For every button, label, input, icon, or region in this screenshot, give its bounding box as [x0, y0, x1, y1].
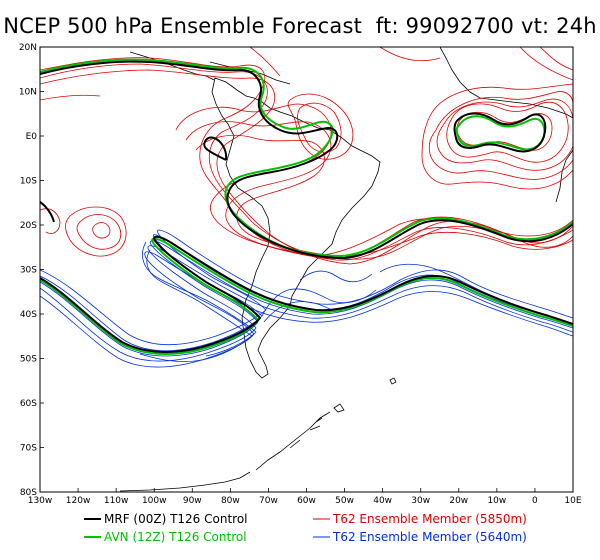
lat-label: 20N	[19, 43, 37, 53]
red-contour	[519, 47, 573, 81]
mrf-control-contours	[40, 60, 573, 353]
lat-label: E0	[26, 132, 38, 142]
longitude-ticks: 130w 120w 110w 100w 90w 80w 70w 60w 50w 40w 30w 20w…	[28, 488, 582, 506]
mrf-west-contour	[40, 201, 55, 223]
latitude-ticks: 20N 10N E0 10S 20S 30S 40S 50S 60S 70S 80S	[19, 43, 44, 498]
blue-contour	[299, 270, 373, 283]
red-contour	[428, 91, 573, 180]
red-contour	[40, 63, 573, 259]
lat-label: 10N	[19, 88, 37, 98]
mrf-5850-contour	[40, 60, 573, 260]
lon-label: 70w	[259, 496, 278, 506]
mrf-5640-contour	[40, 235, 573, 353]
lon-label: 10E	[564, 496, 581, 506]
red-contour	[379, 47, 441, 62]
lat-label: 40S	[20, 310, 37, 320]
lon-label: 0	[532, 496, 538, 506]
red-contour	[297, 102, 342, 153]
legend-label-mrf: MRF (00Z) T126 Control	[104, 512, 248, 526]
blue-contour	[379, 263, 499, 299]
lon-label: 130w	[28, 496, 53, 506]
lat-label: 30S	[20, 266, 37, 276]
red-contour	[92, 222, 111, 239]
red-contour	[436, 98, 573, 171]
lat-label: 50S	[20, 355, 37, 365]
legend-label-5850: T62 Ensemble Member (5850m)	[332, 512, 527, 526]
red-contour	[249, 47, 281, 77]
red-contour	[421, 83, 573, 190]
island-small-2	[333, 403, 345, 413]
lon-label: 90w	[183, 496, 202, 506]
map-frame	[39, 46, 574, 493]
blue-contour	[142, 241, 257, 357]
antarctica-coast	[119, 411, 331, 492]
red-contour	[446, 101, 569, 163]
caribbean-coast	[209, 61, 291, 85]
avn-5850-contour	[40, 58, 573, 258]
lat-label: 20S	[20, 221, 37, 231]
mrf-5850-trough	[203, 136, 228, 161]
south-america-coast	[211, 77, 381, 379]
avn-5640-contour	[40, 237, 573, 355]
lat-label: 60S	[20, 399, 37, 409]
mrf-5850-high	[453, 112, 547, 153]
lat-label: 70S	[20, 444, 37, 454]
blue-contour	[40, 251, 573, 368]
lon-label: 100w	[142, 496, 167, 506]
red-contour	[65, 206, 127, 257]
lon-label: 40w	[373, 496, 392, 506]
member-5850-contours	[40, 47, 573, 265]
lon-label: 20w	[449, 496, 468, 506]
blue-contour	[263, 301, 337, 323]
africa-coast	[439, 47, 573, 203]
legend-label-5640: T62 Ensemble Member (5640m)	[332, 530, 527, 544]
blue-contour	[40, 240, 573, 357]
lon-label: 50w	[335, 496, 354, 506]
red-contour	[456, 111, 553, 151]
member-5640-contours	[40, 229, 573, 368]
blue-contour	[40, 245, 573, 362]
lon-label: 110w	[104, 496, 129, 506]
red-contour	[287, 93, 354, 160]
chart-title: NCEP 500 hPa Ensemble Forecast ft: 99092…	[3, 14, 597, 38]
red-contour	[539, 47, 573, 71]
red-contour	[76, 214, 122, 250]
red-contour	[185, 121, 573, 260]
blue-contour	[40, 229, 573, 346]
legend-label-avn: AVN (12Z) T126 Control	[104, 530, 247, 544]
lon-label: 10w	[487, 496, 506, 506]
lon-label: 80w	[221, 496, 240, 506]
lon-label: 120w	[66, 496, 91, 506]
red-contour	[195, 134, 573, 257]
red-contour	[40, 69, 573, 265]
lon-label: 30w	[411, 496, 430, 506]
island-small	[389, 377, 397, 385]
blue-contour	[139, 249, 253, 362]
lat-label: 10S	[20, 177, 37, 187]
avn-control-contours	[40, 58, 573, 355]
lat-label: 80S	[20, 488, 37, 498]
legend: MRF (00Z) T126 Control AVN (12Z) T126 Co…	[84, 512, 527, 544]
red-contour	[40, 94, 101, 101]
lon-label: 60w	[297, 496, 316, 506]
